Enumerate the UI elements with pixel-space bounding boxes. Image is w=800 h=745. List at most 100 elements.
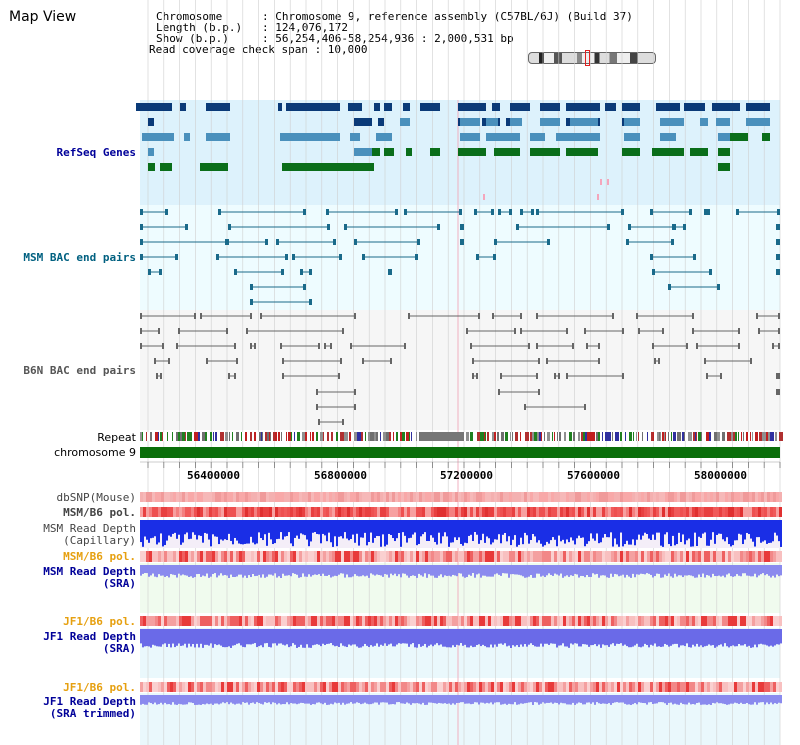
msm-b6-pol-cell bbox=[776, 551, 779, 562]
msm-sra-depth-bar bbox=[448, 565, 450, 576]
jf1-b6-pol-cell bbox=[539, 682, 542, 692]
msm-bac-end bbox=[777, 239, 780, 245]
msm-cap-depth-bar bbox=[516, 520, 518, 547]
msm-b6-pol-cell bbox=[503, 551, 506, 562]
repeat-element bbox=[297, 432, 300, 441]
jf1-sra-depth-bar bbox=[740, 629, 742, 646]
jf1-b6-pol-cell bbox=[776, 616, 779, 626]
b6n-bac-end bbox=[318, 343, 320, 349]
msm-b6-pol-cell bbox=[476, 551, 479, 562]
jf1-sra-depth-bar bbox=[730, 629, 732, 647]
msm-cap-depth-bar bbox=[514, 520, 516, 536]
msm-cap-depth-bar bbox=[544, 520, 546, 546]
msm-b6-pol-cell bbox=[392, 551, 395, 562]
repeat-element bbox=[557, 432, 558, 441]
msm-sra-depth-bar bbox=[394, 565, 396, 574]
b6n-bac-end bbox=[546, 358, 548, 364]
jf1-trim-depth-bar bbox=[732, 695, 734, 704]
gene-feature bbox=[420, 103, 440, 111]
dbsnp-cell bbox=[425, 492, 428, 502]
msm-b6-pol-cell bbox=[677, 507, 680, 517]
jf1-b6-pol-cell bbox=[551, 682, 554, 692]
jf1-sra-depth-bar bbox=[432, 629, 434, 647]
msm-cap-depth-bar bbox=[646, 520, 648, 535]
msm-cap-depth-bar bbox=[776, 520, 778, 536]
jf1-trim-depth-bar bbox=[298, 695, 300, 704]
msm-bac-end bbox=[333, 239, 336, 245]
msm-cap-depth-bar bbox=[642, 520, 644, 536]
msm-b6-pol-cell bbox=[164, 507, 167, 517]
dbsnp-cell bbox=[170, 492, 173, 502]
jf1-b6-pol-cell bbox=[557, 616, 560, 626]
repeat-element bbox=[344, 432, 348, 441]
jf1-sra-depth-bar bbox=[238, 629, 240, 644]
jf1-sra-depth-bar bbox=[468, 629, 470, 648]
jf1-sra-depth-bar bbox=[206, 629, 208, 645]
jf1-trim-depth-bar bbox=[194, 695, 196, 705]
dbsnp-cell bbox=[536, 492, 539, 502]
dbsnp-cell bbox=[257, 492, 260, 502]
jf1-sra-depth-bar bbox=[370, 629, 372, 646]
msm-sra-depth-bar bbox=[164, 565, 166, 577]
msm-cap-depth-bar bbox=[362, 520, 364, 538]
msm-sra-depth-bar bbox=[180, 565, 182, 576]
jf1-trim-depth-bar bbox=[196, 695, 198, 705]
msm-cap-depth-bar bbox=[464, 520, 466, 543]
b6n-bac-end bbox=[566, 328, 568, 334]
msm-b6-pol-cell bbox=[260, 507, 263, 517]
msm-sra-depth-bar bbox=[612, 565, 614, 577]
jf1-trim-depth-bar bbox=[264, 695, 266, 703]
jf1-sra-depth-bar bbox=[670, 629, 672, 646]
gene-feature bbox=[570, 118, 598, 126]
jf1-b6-pol-cell bbox=[365, 682, 368, 692]
msm-b6-pol-cell bbox=[530, 551, 533, 562]
jf1-b6-pol-cell bbox=[305, 616, 308, 626]
msm-sra-depth-bar bbox=[634, 565, 636, 578]
jf1-trim-depth-bar bbox=[282, 695, 284, 705]
msm-b6-pol-cell bbox=[326, 551, 329, 562]
msm-b6-pol-cell bbox=[284, 507, 287, 517]
jf1-trim-depth-bar bbox=[322, 695, 324, 705]
msm-cap-depth-bar bbox=[638, 520, 640, 535]
jf1-trim-depth-bar bbox=[198, 695, 200, 705]
jf1-trim-depth-bar bbox=[454, 695, 456, 705]
dbsnp-cell bbox=[320, 492, 323, 502]
jf1-b6-pol-cell bbox=[653, 682, 656, 692]
jf1-b6-pol-cell bbox=[341, 616, 344, 626]
msm-sra-depth-bar bbox=[222, 565, 224, 576]
jf1-b6-pol-cell bbox=[431, 616, 434, 626]
msm-cap-depth-bar bbox=[602, 520, 604, 538]
chromosome-ideogram[interactable] bbox=[528, 52, 656, 64]
msm-cap-depth-bar bbox=[406, 520, 408, 543]
track-label-jf1-depth-sra-line1: JF1 Read Depth bbox=[43, 630, 136, 643]
jf1-trim-depth-bar bbox=[346, 695, 348, 704]
jf1-b6-pol-cell bbox=[590, 616, 593, 626]
msm-b6-pol-cell bbox=[557, 551, 560, 562]
msm-b6-pol-cell bbox=[161, 551, 164, 562]
msm-sra-depth-bar bbox=[764, 565, 766, 576]
jf1-trim-depth-bar bbox=[522, 695, 524, 704]
jf1-b6-pol-cell bbox=[164, 682, 167, 692]
jf1-b6-pol-cell bbox=[278, 682, 281, 692]
repeat-element bbox=[743, 432, 744, 441]
jf1-sra-depth-bar bbox=[308, 629, 310, 648]
jf1-sra-depth-bar bbox=[498, 629, 500, 644]
jf1-sra-depth-bar bbox=[360, 629, 362, 648]
dbsnp-cell bbox=[155, 492, 158, 502]
msm-sra-depth-bar bbox=[618, 565, 620, 577]
jf1-sra-depth-bar bbox=[516, 629, 518, 646]
jf1-trim-depth-bar bbox=[358, 695, 360, 703]
jf1-b6-pol-cell bbox=[542, 616, 545, 626]
msm-sra-depth-bar bbox=[406, 565, 408, 576]
msm-sra-depth-bar bbox=[748, 565, 750, 576]
msm-bac-end bbox=[281, 269, 284, 275]
jf1-b6-pol-cell bbox=[446, 682, 449, 692]
msm-b6-pol-cell bbox=[440, 507, 443, 517]
jf1-b6-pol-cell bbox=[419, 616, 422, 626]
msm-sra-depth-bar bbox=[390, 565, 392, 574]
info-length: Length (b.p.) : 124,076,172 bbox=[156, 21, 349, 34]
msm-b6-pol-cell bbox=[158, 551, 161, 562]
jf1-b6-pol-cell bbox=[290, 682, 293, 692]
jf1-trim-depth-bar bbox=[280, 695, 282, 705]
